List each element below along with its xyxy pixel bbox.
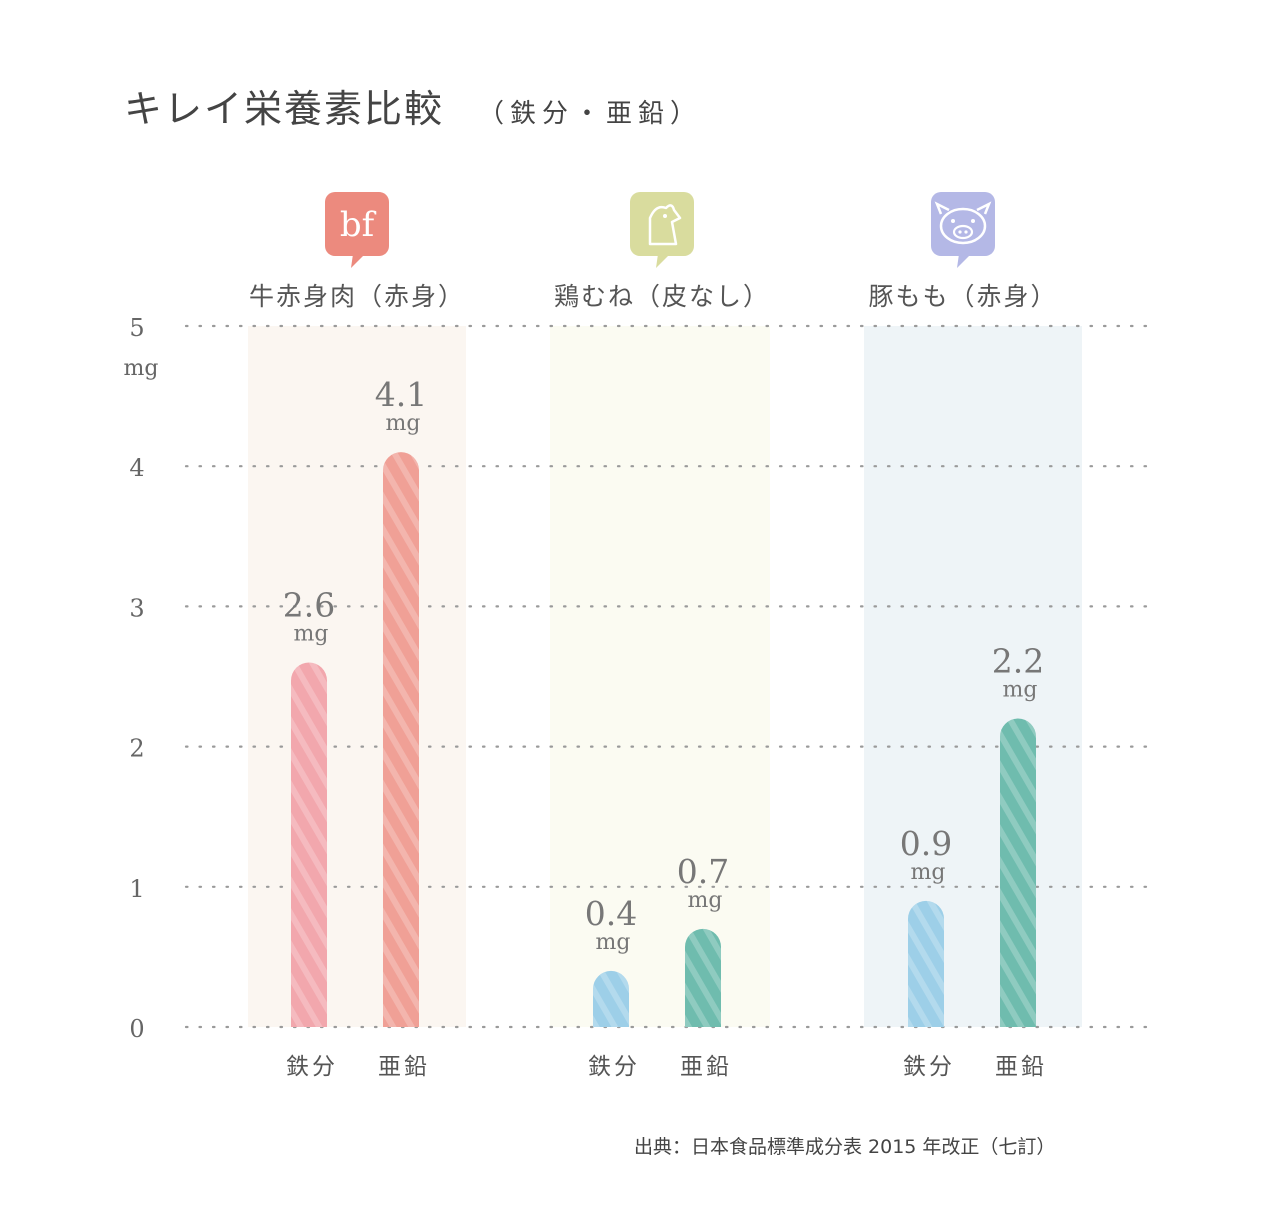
y-axis: 0 1 2 3 4 5 mg: [124, 314, 159, 1043]
bar-stripes: [383, 452, 419, 1027]
group-panels: [248, 326, 1082, 1027]
bar-stripes: [291, 662, 327, 1027]
bar-stripes: [685, 928, 721, 1027]
y-tick-label: 1: [129, 875, 144, 903]
y-tick-label: 4: [129, 454, 144, 482]
value-label: 0.4: [585, 894, 637, 933]
x-tick-label: 鉄分: [903, 1054, 955, 1080]
y-tick-label: 3: [129, 594, 144, 622]
chart-subtitle: （鉄分・亜鉛）: [478, 99, 702, 129]
bar-stripes: [593, 970, 629, 1027]
chart-title: キレイ栄養素比較: [124, 87, 444, 131]
value-unit-label: mg: [688, 888, 723, 913]
category-label: 牛赤身肉（赤身）: [249, 282, 465, 311]
x-tick-label: 亜鉛: [995, 1054, 1047, 1080]
source-note: 出典：日本食品標準成分表 2015 年改正（七訂）: [634, 1136, 1055, 1158]
value-unit-label: mg: [911, 860, 946, 885]
x-tick-label: 鉄分: [286, 1054, 338, 1080]
x-tick-label: 亜鉛: [378, 1054, 430, 1080]
value-label: 2.2: [992, 642, 1044, 681]
bar-stripes: [908, 900, 944, 1027]
category-label: 鶏むね（皮なし）: [554, 282, 770, 311]
y-tick-label: 5: [129, 314, 144, 342]
svg-text:bf: bf: [340, 205, 377, 245]
chicken-icon: [630, 192, 694, 268]
group-panel-3: [864, 326, 1082, 1027]
value-label: 2.6: [283, 585, 335, 624]
y-tick-label: 2: [129, 735, 144, 763]
value-unit-label: mg: [294, 621, 329, 646]
value-label: 0.9: [900, 824, 952, 863]
bar-stripes: [1000, 718, 1036, 1027]
grid-lines: [184, 324, 1157, 1029]
x-tick-label: 亜鉛: [680, 1054, 732, 1080]
group-panel-1: [248, 326, 466, 1027]
bar-groups: bf牛赤身肉（赤身）2.6mg鉄分4.1mg亜鉛鶏むね（皮なし）0.4mg鉄分0…: [249, 192, 1057, 1080]
value-label: 0.7: [677, 852, 729, 891]
x-tick-label: 鉄分: [588, 1054, 640, 1080]
value-unit-label: mg: [1003, 678, 1038, 703]
y-unit-label: mg: [124, 356, 159, 381]
group-panel-2: [550, 326, 770, 1027]
value-unit-label: mg: [386, 411, 421, 436]
value-label: 4.1: [375, 375, 427, 414]
beef-icon: bf: [325, 192, 389, 268]
pig-icon: [931, 192, 995, 268]
y-tick-label: 0: [129, 1015, 144, 1043]
category-label: 豚もも（赤身）: [868, 282, 1057, 311]
value-unit-label: mg: [596, 930, 631, 955]
